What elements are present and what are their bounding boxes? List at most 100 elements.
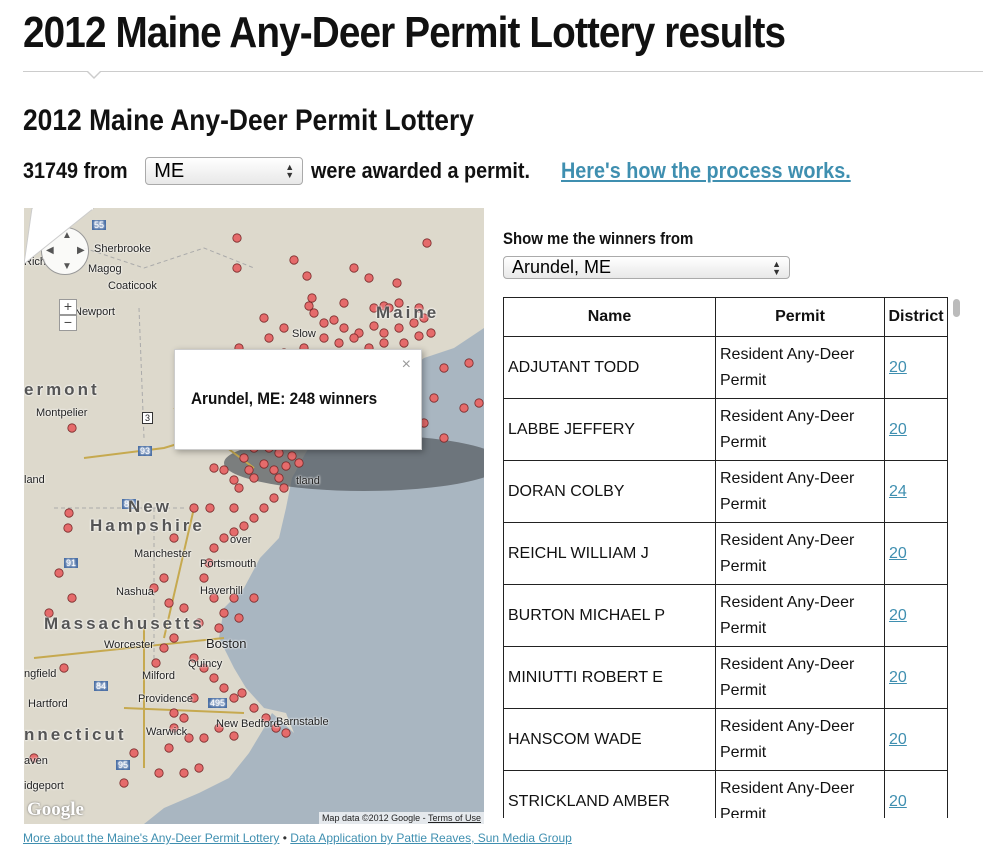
map-marker[interactable] xyxy=(159,643,169,653)
zoom-in-button[interactable]: + xyxy=(59,299,77,315)
district-link[interactable]: 20 xyxy=(889,544,907,562)
town-select[interactable]: Arundel, ME ▲ ▼ xyxy=(503,256,790,279)
map-marker[interactable] xyxy=(64,508,74,518)
map-marker[interactable] xyxy=(232,263,242,273)
map-marker[interactable] xyxy=(464,358,474,368)
map-marker[interactable] xyxy=(439,363,449,373)
map-marker[interactable] xyxy=(319,318,329,328)
map-marker[interactable] xyxy=(259,313,269,323)
map-marker[interactable] xyxy=(249,593,259,603)
map-marker[interactable] xyxy=(67,423,77,433)
terms-of-use-link[interactable]: Terms of Use xyxy=(427,813,481,823)
map-marker[interactable] xyxy=(349,333,359,343)
map-marker[interactable] xyxy=(239,453,249,463)
map-marker[interactable] xyxy=(189,503,199,513)
map-marker[interactable] xyxy=(244,465,254,475)
map-marker[interactable] xyxy=(199,573,209,583)
map-marker[interactable] xyxy=(44,608,54,618)
map-marker[interactable] xyxy=(209,593,219,603)
map-marker[interactable] xyxy=(429,393,439,403)
map-marker[interactable] xyxy=(399,338,409,348)
district-link[interactable]: 20 xyxy=(889,606,907,624)
map-marker[interactable] xyxy=(169,533,179,543)
map-marker[interactable] xyxy=(474,398,484,408)
map-marker[interactable] xyxy=(309,308,319,318)
map-marker[interactable] xyxy=(189,693,199,703)
map-marker[interactable] xyxy=(269,493,279,503)
map-marker[interactable] xyxy=(281,461,291,471)
map-marker[interactable] xyxy=(261,713,271,723)
map-marker[interactable] xyxy=(394,323,404,333)
map-marker[interactable] xyxy=(164,743,174,753)
map-marker[interactable] xyxy=(239,521,249,531)
map-marker[interactable] xyxy=(379,338,389,348)
map-marker[interactable] xyxy=(409,318,419,328)
map-marker[interactable] xyxy=(319,333,329,343)
map[interactable]: Sherbrooke Rich Magog Coaticook Newport … xyxy=(24,208,484,824)
map-marker[interactable] xyxy=(369,321,379,331)
map-marker[interactable] xyxy=(229,527,239,537)
map-marker[interactable] xyxy=(63,523,73,533)
map-marker[interactable] xyxy=(229,475,239,485)
map-marker[interactable] xyxy=(67,593,77,603)
map-marker[interactable] xyxy=(414,303,424,313)
map-marker[interactable] xyxy=(59,663,69,673)
table-scrollbar[interactable] xyxy=(952,297,961,818)
map-marker[interactable] xyxy=(369,303,379,313)
state-select[interactable]: ME ▲ ▼ xyxy=(145,157,304,185)
map-marker[interactable] xyxy=(119,778,129,788)
pan-right-icon[interactable]: ▶ xyxy=(77,245,85,256)
map-marker[interactable] xyxy=(209,463,219,473)
footer-lottery-link[interactable]: More about the Maine's Any-Deer Permit L… xyxy=(23,831,280,845)
map-marker[interactable] xyxy=(269,465,279,475)
map-marker[interactable] xyxy=(209,543,219,553)
pan-up-icon[interactable]: ▲ xyxy=(62,230,72,241)
map-marker[interactable] xyxy=(179,768,189,778)
map-marker[interactable] xyxy=(219,683,229,693)
map-marker[interactable] xyxy=(237,688,247,698)
map-marker[interactable] xyxy=(164,598,174,608)
close-icon[interactable]: × xyxy=(401,356,411,373)
map-marker[interactable] xyxy=(384,303,394,313)
map-marker[interactable] xyxy=(271,723,281,733)
map-marker[interactable] xyxy=(304,301,314,311)
map-marker[interactable] xyxy=(289,255,299,265)
map-marker[interactable] xyxy=(199,733,209,743)
map-marker[interactable] xyxy=(274,448,284,458)
map-marker[interactable] xyxy=(439,433,449,443)
map-marker[interactable] xyxy=(307,293,317,303)
map-marker[interactable] xyxy=(249,703,259,713)
map-marker[interactable] xyxy=(151,658,161,668)
map-marker[interactable] xyxy=(194,618,204,628)
map-marker[interactable] xyxy=(274,473,284,483)
map-marker[interactable] xyxy=(179,603,189,613)
map-marker[interactable] xyxy=(169,633,179,643)
map-marker[interactable] xyxy=(339,298,349,308)
map-marker[interactable] xyxy=(149,583,159,593)
map-marker[interactable] xyxy=(279,323,289,333)
map-marker[interactable] xyxy=(422,238,432,248)
map-marker[interactable] xyxy=(219,465,229,475)
map-marker[interactable] xyxy=(394,298,404,308)
map-marker[interactable] xyxy=(229,503,239,513)
map-marker[interactable] xyxy=(426,328,436,338)
map-marker[interactable] xyxy=(302,271,312,281)
winners-table-container[interactable]: Name Permit District ADJUTANT TODD Reside… xyxy=(503,297,948,818)
map-marker[interactable] xyxy=(179,713,189,723)
map-marker[interactable] xyxy=(214,623,224,633)
map-marker[interactable] xyxy=(229,731,239,741)
district-link[interactable]: 20 xyxy=(889,358,907,376)
map-marker[interactable] xyxy=(209,673,219,683)
map-marker[interactable] xyxy=(279,483,289,493)
pan-left-icon[interactable]: ◀ xyxy=(46,245,54,256)
scrollbar-thumb[interactable] xyxy=(953,299,960,317)
map-marker[interactable] xyxy=(205,503,215,513)
map-marker[interactable] xyxy=(169,708,179,718)
map-marker[interactable] xyxy=(459,403,469,413)
map-marker[interactable] xyxy=(184,733,194,743)
map-marker[interactable] xyxy=(287,451,297,461)
map-marker[interactable] xyxy=(129,748,139,758)
footer-credit-link[interactable]: Data Application by Pattie Reaves, Sun M… xyxy=(290,831,572,845)
map-marker[interactable] xyxy=(419,313,429,323)
map-marker[interactable] xyxy=(392,278,402,288)
